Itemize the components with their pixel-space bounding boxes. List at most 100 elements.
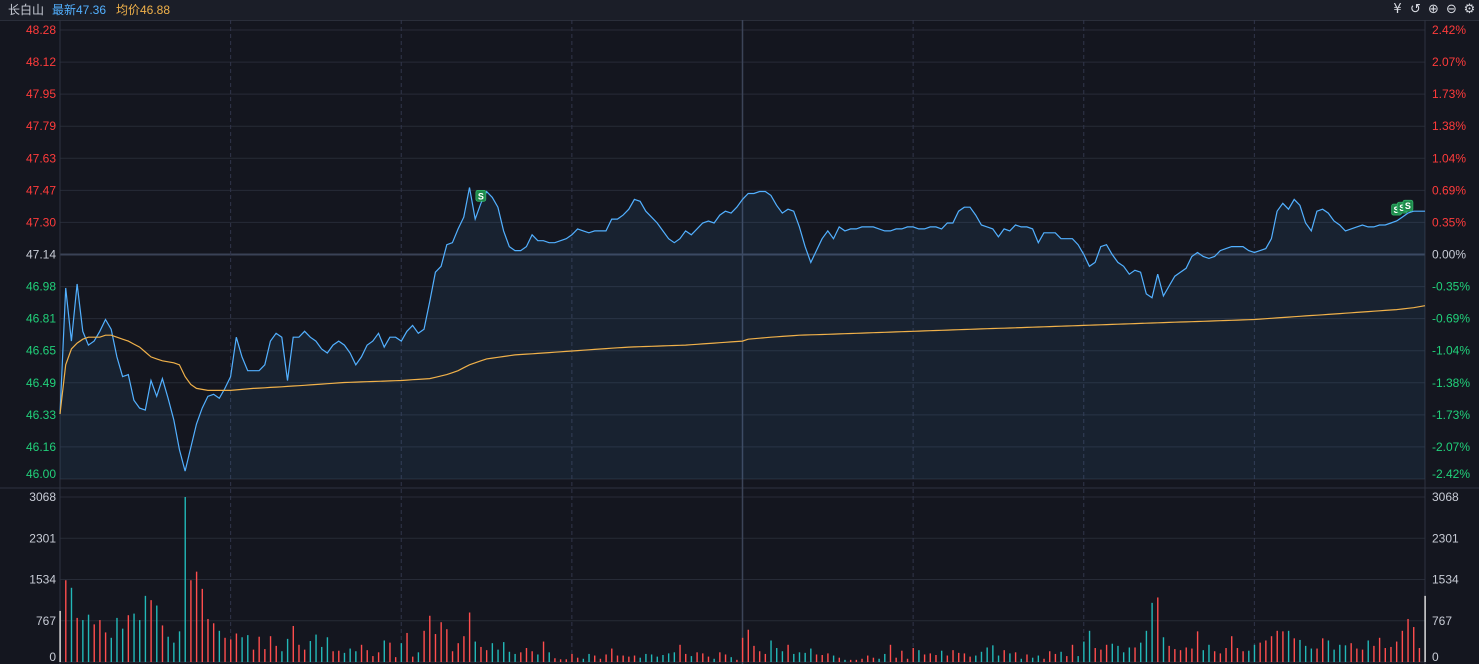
volume-bar bbox=[1088, 630, 1091, 662]
volume-bar bbox=[1282, 631, 1284, 662]
volume-bar bbox=[565, 659, 567, 662]
volume-tick-label-left: 3068 bbox=[29, 490, 56, 504]
volume-bar bbox=[1413, 627, 1415, 662]
volume-bar bbox=[1287, 630, 1290, 662]
volume-bar bbox=[167, 636, 169, 662]
volume-bar bbox=[1384, 648, 1386, 662]
volume-bar bbox=[201, 588, 203, 662]
volume-tick-label-right: 767 bbox=[1432, 614, 1452, 628]
volume-bar bbox=[389, 642, 391, 662]
volume-bar bbox=[332, 651, 334, 662]
price-tick-label: 46.98 bbox=[26, 280, 56, 294]
price-tick-label: 46.49 bbox=[26, 376, 56, 390]
volume-bar bbox=[662, 655, 664, 662]
percent-tick-label: 0.69% bbox=[1432, 183, 1466, 197]
volume-bar bbox=[747, 629, 749, 662]
volume-bar bbox=[815, 654, 818, 662]
volume-bar bbox=[355, 651, 357, 662]
volume-bar bbox=[1276, 630, 1278, 662]
volume-bar bbox=[1407, 618, 1409, 662]
volume-bar bbox=[1122, 652, 1125, 662]
volume-bar bbox=[912, 648, 914, 662]
volume-bar bbox=[639, 657, 641, 662]
volume-bar bbox=[696, 652, 698, 662]
volume-bar bbox=[571, 653, 573, 662]
volume-bar bbox=[190, 580, 192, 662]
currency-icon[interactable]: ¥ bbox=[1393, 2, 1402, 17]
volume-bar bbox=[958, 652, 960, 662]
volume-bar bbox=[884, 653, 886, 662]
volume-bar bbox=[1253, 644, 1256, 662]
volume-bar bbox=[1202, 650, 1204, 662]
percent-tick-label: -2.07% bbox=[1432, 440, 1470, 454]
volume-bar bbox=[315, 634, 317, 662]
percent-tick-label: 1.04% bbox=[1432, 151, 1466, 165]
volume-bar bbox=[656, 656, 658, 662]
trade-markers: SS S S bbox=[475, 189, 1414, 216]
volume-bar bbox=[1344, 645, 1347, 662]
zoom-in-icon[interactable]: ⊕ bbox=[1428, 2, 1439, 17]
volume-bar bbox=[264, 649, 266, 662]
volume-bar bbox=[1333, 649, 1335, 662]
volume-bar bbox=[423, 630, 425, 662]
volume-bar bbox=[127, 615, 130, 662]
volume-bar bbox=[275, 645, 277, 662]
price-tick-label: 47.14 bbox=[26, 248, 56, 262]
volume-bar bbox=[821, 655, 823, 662]
volume-bar bbox=[383, 640, 385, 662]
volume-bar bbox=[65, 580, 67, 662]
volume-bar bbox=[343, 652, 346, 662]
volume-bar bbox=[1003, 650, 1005, 662]
volume-bar bbox=[207, 618, 209, 662]
volume-bar bbox=[173, 642, 175, 662]
intraday-chart: SS S S 48.2848.1247.9547.7947.6347.4747.30… bbox=[0, 20, 1479, 664]
volume-bar bbox=[1128, 647, 1131, 662]
volume-bar bbox=[918, 650, 920, 662]
volume-bar bbox=[559, 659, 562, 662]
volume-bar bbox=[1248, 650, 1250, 662]
price-tick-label: 46.00 bbox=[26, 467, 56, 481]
volume-bar bbox=[212, 623, 215, 662]
volume-bar bbox=[139, 620, 141, 662]
volume-bar bbox=[497, 649, 499, 662]
volume-bar bbox=[1111, 643, 1113, 662]
volume-bar bbox=[1265, 640, 1267, 662]
volume-bar bbox=[400, 643, 403, 662]
volume-bar bbox=[753, 645, 755, 662]
volume-bar bbox=[764, 653, 767, 662]
volume-bar bbox=[184, 497, 186, 662]
volume-bar bbox=[372, 656, 374, 662]
volume-bar bbox=[1191, 648, 1193, 662]
settings-icon[interactable]: ⚙ bbox=[1463, 2, 1476, 17]
volume-bar bbox=[872, 657, 875, 662]
volume-bar bbox=[241, 637, 243, 662]
zoom-out-icon[interactable]: ⊖ bbox=[1446, 2, 1457, 17]
volume-bar bbox=[645, 653, 647, 662]
volume-bar bbox=[702, 653, 704, 662]
volume-bar bbox=[679, 644, 681, 662]
sell-marker-label: S bbox=[1399, 203, 1405, 213]
volume-bar bbox=[1066, 656, 1068, 662]
percent-tick-label: 0.35% bbox=[1432, 215, 1466, 229]
volume-bar bbox=[838, 657, 840, 662]
volume-bar bbox=[622, 655, 624, 662]
volume-bar bbox=[1037, 655, 1040, 662]
sell-marker-label: S bbox=[1394, 205, 1400, 215]
undo-icon[interactable]: ↺ bbox=[1410, 2, 1421, 17]
volume-bar bbox=[975, 655, 977, 662]
volume-bar bbox=[161, 625, 164, 662]
volume-bar bbox=[810, 648, 812, 662]
volume-bar bbox=[474, 641, 476, 662]
volume-bar bbox=[1196, 631, 1199, 662]
volume-bar bbox=[673, 652, 676, 662]
volume-bar bbox=[451, 651, 454, 662]
volume-bar bbox=[1077, 656, 1079, 662]
volume-bar bbox=[1356, 648, 1358, 662]
volume-bar bbox=[605, 654, 607, 662]
volume-bar bbox=[1168, 645, 1170, 662]
volume-bar bbox=[235, 633, 238, 662]
sell-marker-label: S bbox=[1405, 201, 1411, 211]
volume-bar bbox=[298, 644, 300, 662]
volume-bar bbox=[1327, 640, 1330, 662]
volume-bar bbox=[525, 648, 528, 662]
